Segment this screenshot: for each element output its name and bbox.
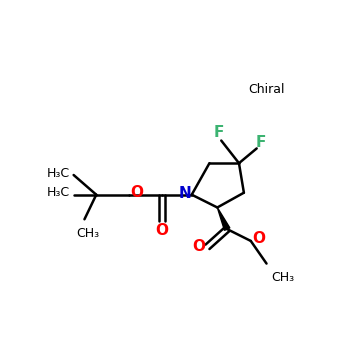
Polygon shape (217, 208, 230, 230)
Text: O: O (156, 223, 169, 238)
Text: CH₃: CH₃ (76, 227, 99, 240)
Text: O: O (130, 185, 143, 200)
Text: O: O (252, 231, 265, 246)
Text: N: N (178, 186, 191, 201)
Text: H₃C: H₃C (47, 167, 70, 180)
Text: O: O (192, 239, 205, 254)
Text: F: F (256, 135, 266, 150)
Text: CH₃: CH₃ (272, 272, 295, 285)
Text: Chiral: Chiral (248, 83, 285, 96)
Text: H₃C: H₃C (47, 186, 70, 199)
Text: F: F (214, 125, 224, 140)
